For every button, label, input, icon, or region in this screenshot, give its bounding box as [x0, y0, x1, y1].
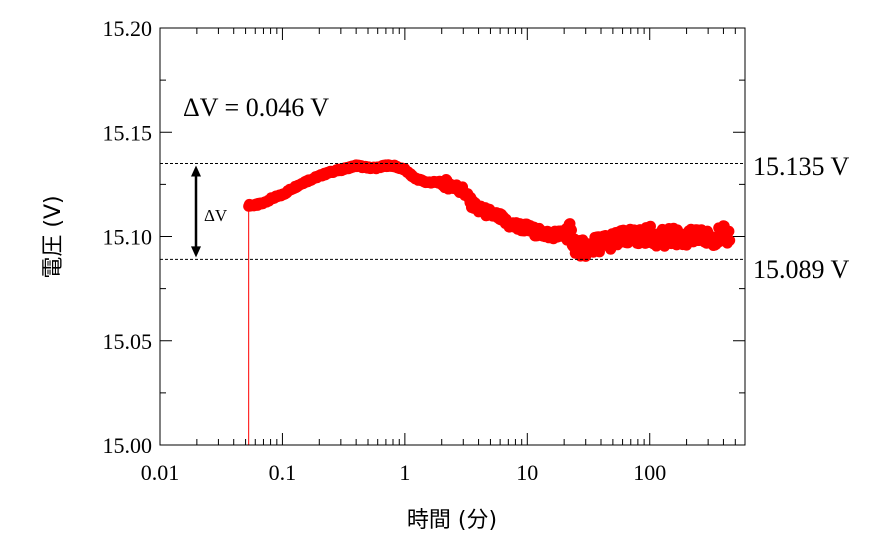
y-tick-label: 15.00	[103, 433, 153, 458]
data-point	[723, 225, 735, 237]
delta-arrow-head-up	[191, 165, 201, 177]
delta-v-annotation: ΔV = 0.046 V	[183, 93, 329, 122]
x-axis-label: 時間 (分)	[407, 508, 497, 533]
y-tick-label: 15.10	[103, 225, 153, 250]
x-tick-label: 0.01	[141, 460, 180, 485]
y-axis-label: 電圧 (V)	[41, 195, 66, 278]
y-tick-label: 15.05	[103, 329, 153, 354]
delta-v-small-label: ΔV	[204, 206, 228, 225]
delta-arrow-head-down	[191, 246, 201, 258]
upper-level-label: 15.135 V	[753, 152, 850, 181]
data-point	[565, 224, 577, 236]
x-tick-label: 0.1	[269, 460, 297, 485]
annotation-layer	[160, 163, 745, 260]
y-tick-label: 15.20	[103, 16, 153, 41]
label-layer: 時間 (分) 電圧 (V) ΔV = 0.046 V ΔV 15.135 V 1…	[41, 16, 850, 533]
lower-level-label: 15.089 V	[753, 255, 850, 284]
tick-layer	[159, 27, 746, 446]
data-point	[724, 234, 736, 246]
x-tick-label: 1	[399, 460, 410, 485]
y-tick-label: 15.15	[103, 120, 153, 145]
data-layer	[243, 159, 736, 445]
x-tick-label: 100	[633, 460, 666, 485]
x-tick-label: 10	[516, 460, 538, 485]
